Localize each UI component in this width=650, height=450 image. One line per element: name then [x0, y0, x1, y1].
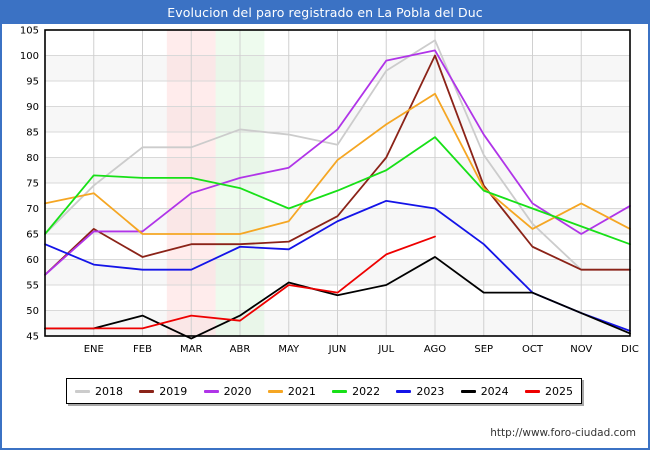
data-series-2021 — [44, 92, 631, 235]
x-axis-tick-label: ABR — [230, 344, 251, 355]
legend-item-2024[interactable]: 2024 — [460, 384, 509, 398]
y-axis-tick-label: 105 — [20, 26, 39, 37]
y-axis-tick-label: 75 — [26, 179, 39, 190]
legend-swatch-icon — [332, 389, 348, 393]
x-axis-tick-label: DIC — [621, 344, 639, 355]
data-series-2019 — [44, 54, 631, 276]
y-axis-tick-label: 85 — [26, 128, 39, 139]
legend-item-2022[interactable]: 2022 — [332, 385, 380, 398]
x-axis-tick-label: ENE — [84, 344, 104, 355]
y-axis-tick-label: 45 — [26, 332, 39, 343]
data-series-2024 — [44, 256, 631, 340]
legend-item-2018[interactable]: 2018 — [75, 385, 123, 398]
legend-swatch-icon — [139, 389, 155, 393]
data-series-2022 — [44, 136, 631, 246]
data-series-2018 — [44, 39, 631, 271]
x-axis-tick-label: FEB — [133, 344, 152, 355]
legend-item-label: 2019 — [159, 384, 188, 398]
legend-item-label: 2025 — [544, 384, 573, 398]
y-axis-tick-label: 70 — [26, 204, 39, 215]
legend-swatch-icon — [267, 389, 283, 393]
plot-axis-box — [44, 29, 631, 337]
legend-item-2019[interactable]: 2019 — [139, 385, 187, 398]
source-url: http://www.foro-ciudad.com — [490, 427, 636, 439]
x-axis-tick-label: JUL — [377, 344, 394, 355]
legend-swatch-icon — [460, 389, 476, 393]
legend-swatch-icon — [524, 389, 540, 393]
y-axis-tick-label: 100 — [20, 51, 39, 62]
x-axis-tick-label: MAR — [180, 344, 202, 355]
chart-legend: 2018 2019 2020 2021 2022 2023 2024 2025 — [66, 378, 582, 404]
x-axis-tick-label: MAY — [278, 344, 300, 355]
x-axis-tick-label: SEP — [474, 344, 493, 355]
y-axis-tick-label: 80 — [26, 153, 39, 164]
x-axis-tick-label: OCT — [522, 344, 544, 355]
legend-item-label: 2020 — [223, 384, 252, 398]
y-axis-tick-label: 95 — [26, 77, 39, 88]
data-series-2020 — [44, 49, 631, 276]
legend-item-2020[interactable]: 2020 — [203, 384, 252, 398]
y-axis-tick-label: 50 — [26, 306, 39, 317]
legend-swatch-icon — [396, 389, 412, 393]
window-title: Evolucion del paro registrado en La Pobl… — [2, 2, 648, 24]
x-axis-tick-label: AGO — [424, 344, 446, 355]
y-axis-tick-label: 65 — [26, 230, 39, 241]
legend-swatch-icon — [203, 389, 219, 393]
legend-item-2025[interactable]: 2025 — [524, 384, 573, 398]
legend-item-label: 2018 — [95, 384, 123, 398]
legend-item-label: 2021 — [287, 384, 316, 398]
data-series-2025 — [44, 235, 436, 330]
legend-item-label: 2023 — [416, 384, 445, 398]
legend-item-2021[interactable]: 2021 — [267, 384, 316, 398]
legend-swatch-icon — [75, 389, 90, 393]
legend-item-2023[interactable]: 2023 — [396, 385, 444, 398]
x-axis-tick-label: JUN — [328, 344, 347, 355]
y-axis-tick-label: 90 — [26, 102, 39, 113]
y-axis-tick-label: 60 — [26, 255, 39, 266]
legend-item-label: 2024 — [480, 384, 509, 398]
legend-item-label: 2022 — [352, 384, 381, 398]
x-axis-tick-label: NOV — [570, 344, 592, 355]
chart-plot-area: 45 50 55 60 65 70 75 80 85 90 95 100 105 ENE FEB MAR ABR… — [0, 24, 650, 364]
y-axis-tick-label: 55 — [26, 281, 39, 292]
line-chart: 45 50 55 60 65 70 75 80 85 90 95 100 105 ENE FEB MAR ABR… — [20, 26, 639, 356]
